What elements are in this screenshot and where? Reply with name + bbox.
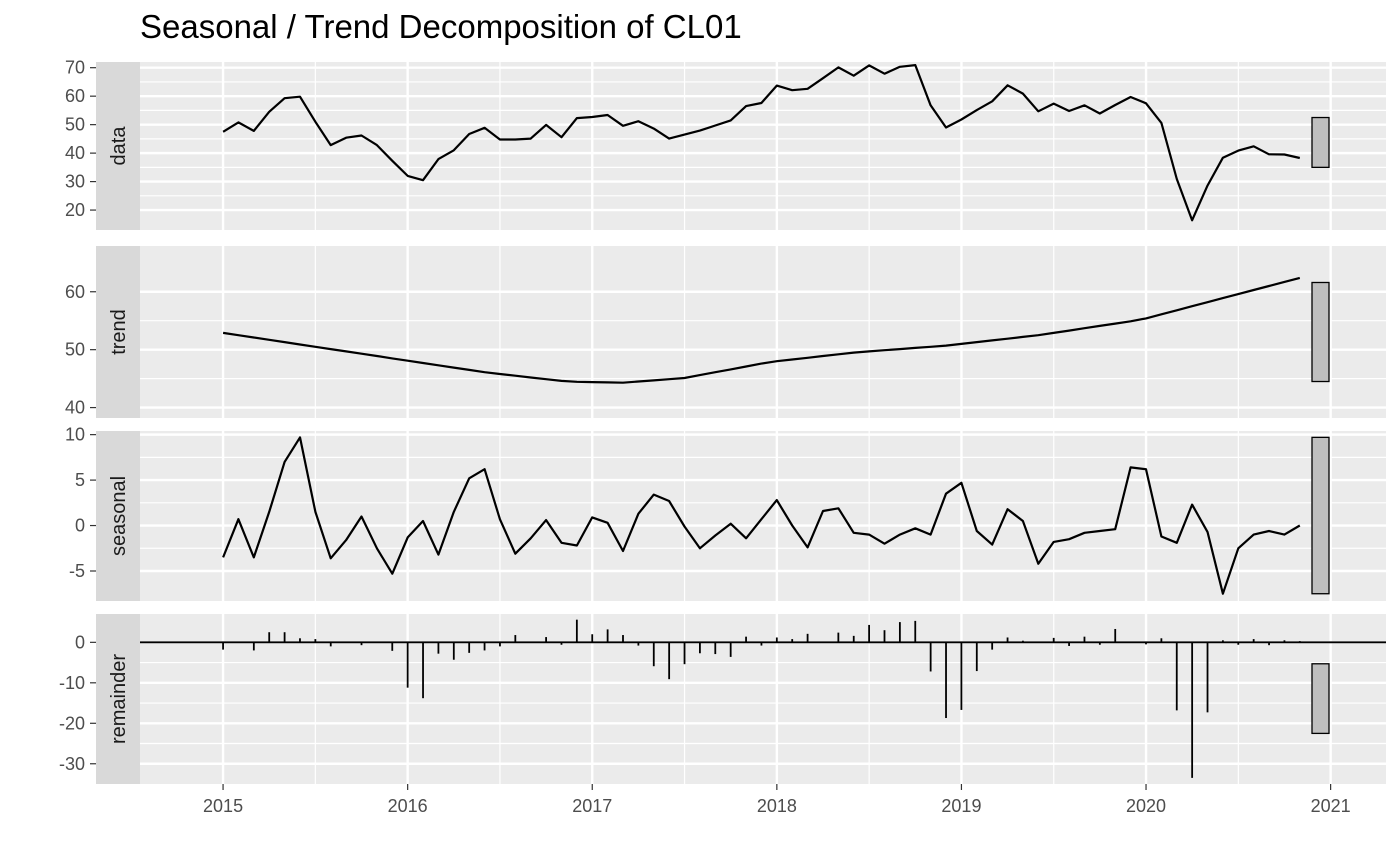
facet-strip: [96, 246, 140, 418]
range-bar: [1311, 281, 1330, 383]
x-tick-label: 2016: [388, 796, 428, 816]
panel-background: [140, 62, 1386, 230]
trend-series-line: [222, 276, 1301, 384]
facet-strip-label: seasonal: [108, 476, 130, 556]
facet-strip: [96, 62, 140, 230]
y-tick-label: 50: [65, 115, 85, 135]
y-tick-label: 0: [75, 516, 85, 536]
y-tick-label: 10: [65, 425, 85, 445]
panel-background: [140, 614, 1386, 784]
range-bar: [1311, 116, 1330, 169]
facet-remainder: remainder -30 -20 -10 0: [59, 614, 1386, 784]
panel-background: [140, 246, 1386, 418]
y-tick-label: 40: [65, 143, 85, 163]
y-tick-label: -30: [59, 754, 85, 774]
y-tick-label: 30: [65, 172, 85, 192]
chart-title: Seasonal / Trend Decomposition of CL01: [140, 8, 742, 45]
y-tick-label: -20: [59, 713, 85, 733]
facet-data: data 20 30 40 50 60 70: [65, 58, 1386, 230]
x-tick-label: 2017: [572, 796, 612, 816]
y-tick-label: 0: [75, 632, 85, 652]
y-tick-label: 60: [65, 86, 85, 106]
y-tick-label: 60: [65, 282, 85, 302]
y-tick-label: 40: [65, 398, 85, 418]
x-tick-label: 2019: [941, 796, 981, 816]
facet-strip-label: data: [108, 126, 130, 166]
y-tick-label: 50: [65, 340, 85, 360]
y-tick-label: 20: [65, 200, 85, 220]
y-tick-label: 5: [75, 470, 85, 490]
data-series-line: [222, 63, 1301, 222]
facet-strip-label: remainder: [108, 654, 130, 744]
x-tick-label: 2018: [757, 796, 797, 816]
y-tick-label: -10: [59, 673, 85, 693]
facet-seasonal: seasonal -5 0 5 10: [65, 425, 1386, 601]
x-tick-label: 2015: [203, 796, 243, 816]
facet-trend: trend 40 50 60: [65, 246, 1386, 418]
x-tick-label: 2020: [1126, 796, 1166, 816]
x-tick-label: 2021: [1311, 796, 1351, 816]
y-tick-label: 70: [65, 58, 85, 78]
range-bar: [1311, 436, 1330, 595]
seasonal-series-line: [222, 436, 1301, 595]
facet-strip-label: trend: [108, 309, 130, 355]
range-bar: [1311, 663, 1330, 735]
facet-strip: [96, 431, 140, 601]
facet-strip: [96, 614, 140, 784]
y-tick-label: -5: [69, 561, 85, 581]
